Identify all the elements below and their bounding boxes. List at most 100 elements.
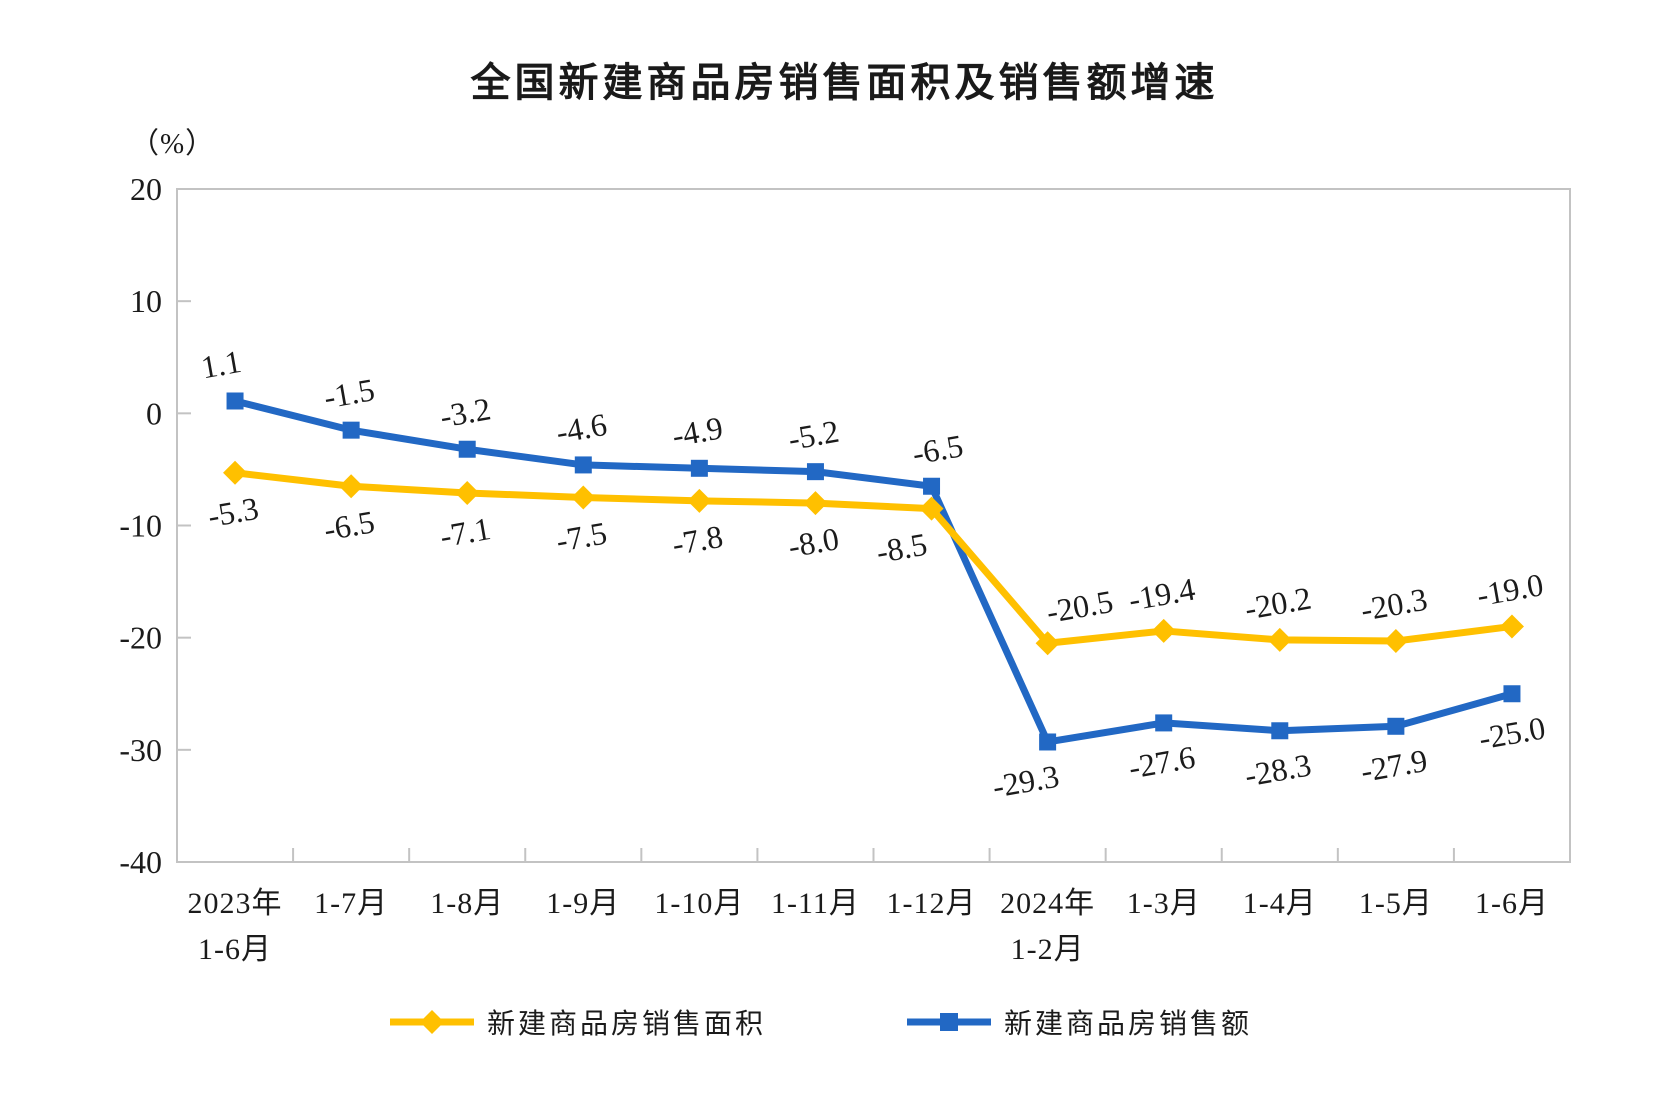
svg-text:-5.2: -5.2 [785,413,841,457]
x-axis-label: 2024年 1-2月 [1000,887,1095,966]
data-point-marker [1155,714,1173,732]
svg-text:-20.2: -20.2 [1242,580,1314,627]
data-point-label: 1.1 [198,343,244,385]
data-point-label: -20.3 [1358,581,1430,628]
data-point-label: -7.8 [669,518,725,562]
data-point-marker [1387,717,1405,735]
x-axis-label: 1-4月 [1243,887,1317,920]
svg-text:-5.3: -5.3 [205,490,261,534]
data-point-label: -4.9 [669,409,725,453]
series-line-0 [231,469,1516,647]
data-point-marker [1503,685,1521,703]
data-point-label: -5.2 [785,413,841,457]
data-point-label: -28.3 [1242,746,1314,793]
svg-text:-7.1: -7.1 [437,510,493,554]
data-point-label: -27.9 [1358,742,1430,789]
data-point-marker [687,488,712,513]
data-point-marker [571,485,596,510]
data-point-marker [806,463,824,481]
data-point-label: -29.3 [990,758,1062,805]
svg-text:-8.5: -8.5 [874,526,930,570]
data-point-marker [223,460,248,485]
data-point-label: -5.3 [205,490,261,534]
data-point-label: -7.5 [553,515,609,559]
svg-text:-25.0: -25.0 [1476,709,1548,756]
data-point-label: -8.5 [874,526,930,570]
data-point-marker [1271,722,1289,740]
svg-text:-29.3: -29.3 [990,758,1062,805]
svg-text:-1.5: -1.5 [321,371,377,415]
y-axis-tick-label: 20 [130,171,162,207]
svg-text:-19.4: -19.4 [1126,571,1198,618]
data-point-label: -7.1 [437,510,493,554]
y-axis-tick-label: -10 [119,508,162,544]
data-point-marker [342,421,360,439]
svg-text:-27.9: -27.9 [1358,742,1430,789]
svg-text:-4.9: -4.9 [669,409,725,453]
x-axis-label: 1-8月 [430,887,504,920]
svg-text:-8.0: -8.0 [785,520,841,564]
svg-text:-7.5: -7.5 [553,515,609,559]
series-line-1 [231,397,1516,746]
y-axis-tick-label: -20 [119,620,162,656]
data-point-marker [1035,631,1060,656]
data-point-label: -19.4 [1126,571,1198,618]
data-point-label: -27.6 [1126,739,1198,786]
svg-text:-20.5: -20.5 [1044,583,1116,630]
data-point-marker [690,459,708,477]
legend-swatch-diamond-icon [390,1010,474,1034]
svg-text:-27.6: -27.6 [1126,739,1198,786]
legend: 新建商品房销售面积 新建商品房销售额 [389,1002,1252,1042]
svg-text:1.1: 1.1 [198,343,244,385]
svg-text:-4.6: -4.6 [553,406,609,450]
data-point-label: -25.0 [1476,709,1548,756]
x-axis-label: 1-3月 [1127,887,1201,920]
x-axis-label: 1-12月 [887,887,977,920]
svg-text:-20.3: -20.3 [1358,581,1430,628]
y-axis-tick-label: -30 [119,732,162,768]
data-point-label: -1.5 [321,371,377,415]
x-axis-label: 1-7月 [314,887,388,920]
legend-label-sales-area: 新建商品房销售面积 [487,1009,767,1040]
data-point-marker [226,392,244,410]
x-axis-label: 1-9月 [546,887,620,920]
y-axis-tick-label: -40 [119,844,162,880]
svg-text:-6.5: -6.5 [910,427,966,471]
svg-text:-28.3: -28.3 [1242,746,1314,793]
x-axis-label: 1-10月 [654,887,744,920]
data-point-marker [458,440,476,458]
data-point-marker [1039,733,1057,751]
data-point-label: -3.2 [437,390,493,434]
svg-text:-7.8: -7.8 [669,518,725,562]
legend-swatch-square-icon [907,1013,992,1031]
data-point-marker [339,474,364,499]
data-point-marker [919,496,944,521]
svg-text:-3.2: -3.2 [437,390,493,434]
svg-text:-19.0: -19.0 [1474,566,1546,613]
data-point-label: -19.0 [1474,566,1546,613]
y-axis-tick-label: 0 [146,395,162,431]
data-point-label: -8.0 [785,520,841,564]
legend-item-sales-amount: 新建商品房销售额 [906,1002,1252,1042]
data-point-marker [1151,618,1176,643]
data-point-label: -4.6 [553,406,609,450]
y-axis-unit-label: （%） [130,128,216,160]
x-axis-label: 1-6月 [1475,887,1549,920]
data-point-label: -20.2 [1242,580,1314,627]
x-axis-label: 1-5月 [1359,887,1433,920]
data-point-marker [1267,627,1292,652]
x-axis-label: 2023年 1-6月 [188,887,283,966]
data-point-marker [803,491,828,516]
svg-text:-6.5: -6.5 [321,503,377,547]
legend-item-sales-area: 新建商品房销售面积 [389,1002,766,1042]
data-point-marker [455,480,480,505]
data-point-marker [1499,614,1524,639]
chart-title: 全国新建商品房销售面积及销售额增速 [470,61,1219,105]
x-axis-label: 1-11月 [771,887,860,920]
y-axis-tick-label: 10 [130,283,162,319]
data-point-marker [923,477,941,495]
data-point-label: -6.5 [910,427,966,471]
data-point-marker [1383,629,1408,654]
